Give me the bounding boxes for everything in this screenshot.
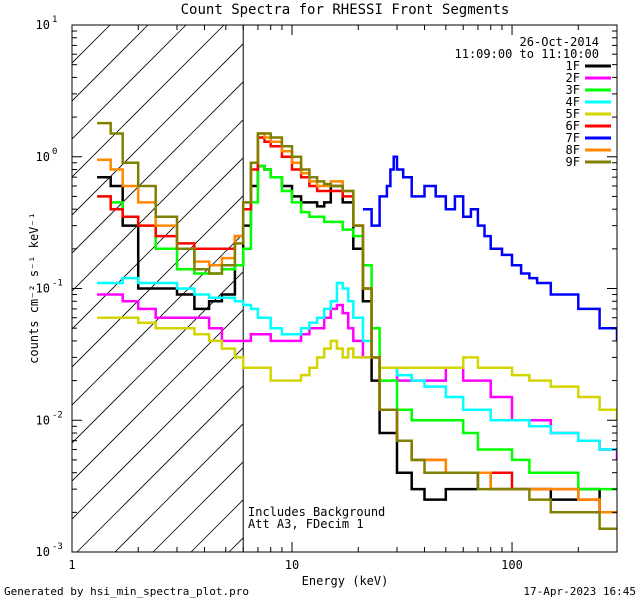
legend-label-8F: 8F <box>566 143 580 157</box>
hatch-line <box>72 43 244 216</box>
hatch-line <box>72 271 244 444</box>
legend-label-9F: 9F <box>566 155 580 169</box>
hatch-line <box>72 25 111 64</box>
legend-date: 26-Oct-2014 <box>520 35 599 49</box>
footer-timestamp: 17-Apr-2023 16:45 <box>523 585 636 598</box>
y-axis-label: counts cm⁻² s⁻¹ keV⁻¹ <box>27 212 41 364</box>
x-tick-label: 10 <box>285 558 299 572</box>
hatch-line <box>72 195 244 368</box>
legend-label-5F: 5F <box>566 107 580 121</box>
y-tick-label: 10 <box>36 545 50 559</box>
plot-frame <box>71 24 618 553</box>
series-line-9F <box>97 121 617 531</box>
y-tick-exponent: -2 <box>52 410 63 420</box>
series-line-4F <box>97 276 617 451</box>
y-tick-label: 10 <box>36 413 50 427</box>
hatch-line <box>72 347 244 520</box>
series-line-2F <box>97 293 617 460</box>
hatch-line <box>72 81 244 254</box>
legend-label-3F: 3F <box>566 83 580 97</box>
y-tick-exponent: 1 <box>52 15 57 25</box>
y-tick-label: 10 <box>36 18 50 32</box>
series-line-6F <box>97 136 617 514</box>
hatch-line <box>76 385 244 552</box>
footer-generated-by: Generated by hsi_min_spectra_plot.pro <box>4 585 249 598</box>
annotation-background: Includes Background <box>248 505 385 519</box>
y-tick-exponent: -3 <box>52 542 63 552</box>
hatch-line <box>72 25 225 178</box>
y-tick-label: 10 <box>36 150 50 164</box>
series-line-3F <box>97 164 617 491</box>
legend-label-6F: 6F <box>566 119 580 133</box>
hatch-line <box>152 461 244 552</box>
hatch-line <box>114 423 244 552</box>
x-tick-label: 1 <box>68 558 75 572</box>
legend-time-range: 11:09:00 to 11:10:00 <box>455 47 600 61</box>
series-line-7F <box>362 155 617 341</box>
hatch-line <box>72 309 244 482</box>
y-tick-label: 10 <box>36 282 50 296</box>
x-axis-label: Energy (keV) <box>302 574 389 588</box>
annotation-attenuator: Att A3, FDecim 1 <box>248 517 364 531</box>
x-tick-label: 100 <box>501 558 523 572</box>
series-line-8F <box>97 132 617 514</box>
hatch-line <box>72 157 244 330</box>
legend-label-7F: 7F <box>566 131 580 145</box>
y-tick-exponent: -1 <box>52 279 63 289</box>
chart-title: Count Spectra for RHESSI Front Segments <box>181 2 510 18</box>
series-line-5F <box>97 316 617 421</box>
hatch-line <box>72 25 187 140</box>
y-tick-exponent: 0 <box>52 147 57 157</box>
legend-label-1F: 1F <box>566 59 580 73</box>
series-layer <box>97 121 617 531</box>
legend-label-4F: 4F <box>566 95 580 109</box>
legend-label-2F: 2F <box>566 71 580 85</box>
